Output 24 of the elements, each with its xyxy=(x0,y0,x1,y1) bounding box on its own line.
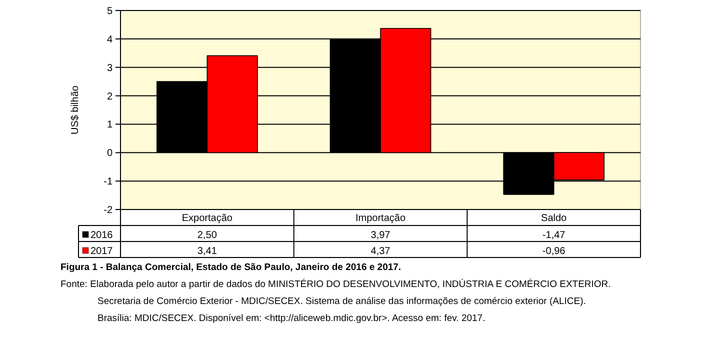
y-tick-label: 2 xyxy=(106,91,113,102)
y-tick-label: 3 xyxy=(106,62,113,74)
x-tick-label: Importação xyxy=(355,213,406,224)
legend-label: 2017 xyxy=(90,246,114,257)
data-label: 2,50 xyxy=(197,230,218,241)
data-label: 3,97 xyxy=(370,230,391,241)
text: Brasília: MDIC/SECEX. Disponível em: <http://aliceweb.mdic.gov.br>. Acesso em: fev. 2017. xyxy=(98,313,486,324)
source-note: Fonte: Elaborada pelo autor a partir de dados do MINISTÉRIO DO DESENVOLVIMENTO, INDÚSTRIA E COMÉRCIO EXTERIOR. xyxy=(60,278,611,290)
y-tick-label: 4 xyxy=(106,34,113,46)
data-label: -1,47 xyxy=(542,230,566,241)
y-axis-title: US$ bilhão xyxy=(70,85,81,134)
text: Figura 1 - Balança Comercial, Estado de São Paulo, Janeiro de 2016 e 2017. xyxy=(60,262,402,273)
y-tick-label: 5 xyxy=(106,6,113,17)
data-label: 4,37 xyxy=(370,246,391,257)
text: Secretaria de Comércio Exterior - MDIC/SECEX. Sistema de análise das informações de comércio exterior (ALICE). xyxy=(98,296,586,307)
y-tick-label: 0 xyxy=(106,148,113,160)
legend-label: 2016 xyxy=(90,230,114,241)
data-label: 3,41 xyxy=(197,246,218,257)
data-label: -0,96 xyxy=(542,246,566,257)
y-tick-label: -2 xyxy=(104,205,113,216)
x-tick-label: Exportação xyxy=(182,213,233,224)
y-tick-label: 1 xyxy=(106,120,113,131)
y-tick-label: -1 xyxy=(104,176,113,188)
x-tick-label: Saldo xyxy=(541,213,568,224)
